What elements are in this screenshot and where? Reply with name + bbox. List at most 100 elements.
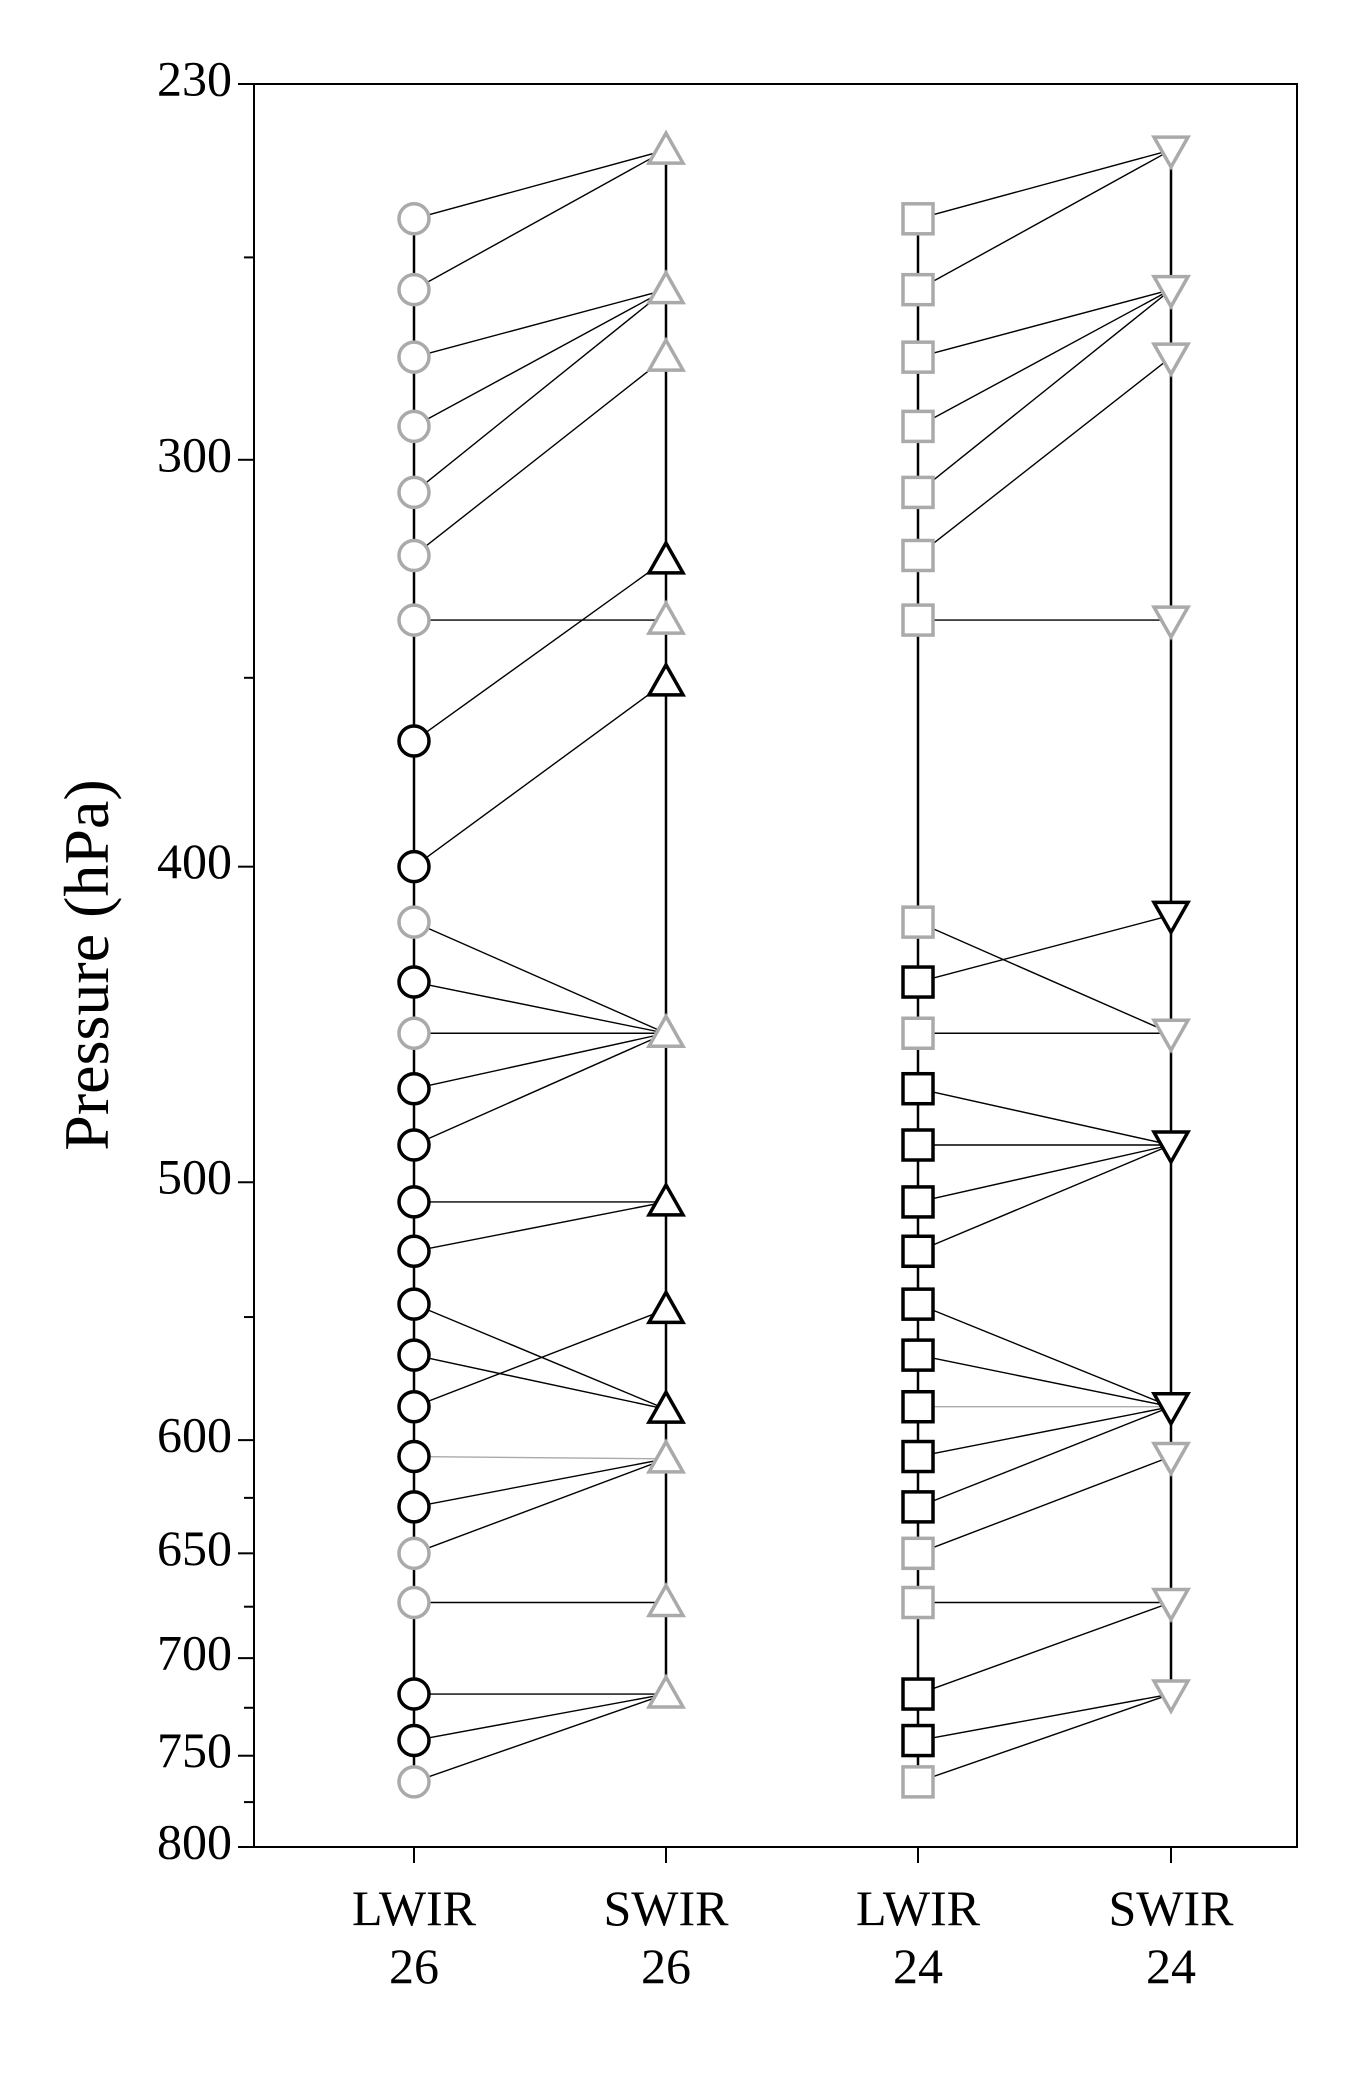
marker-triangle-up	[645, 1581, 687, 1618]
link-line	[917, 1693, 1172, 1783]
marker-triangle-down	[1150, 605, 1192, 641]
link-line	[413, 1458, 667, 1508]
link-line	[413, 681, 667, 868]
y-tick-label: 230	[157, 50, 232, 106]
marker-circle	[397, 1439, 431, 1474]
link-line	[413, 1455, 667, 1460]
x-tick-sublabel: 26	[641, 1938, 691, 1994]
marker-square	[901, 1389, 935, 1424]
marker-triangle-up	[645, 1012, 687, 1048]
x-tick-sublabel: 24	[893, 1938, 943, 1994]
link-line	[413, 1693, 667, 1783]
marker-circle	[397, 1234, 431, 1269]
marker-triangle-down	[1150, 274, 1192, 311]
link-line	[413, 1303, 667, 1410]
x-tick-sublabel: 24	[1146, 1938, 1196, 1994]
marker-circle	[397, 1490, 431, 1524]
marker-circle	[397, 1128, 431, 1162]
link-line	[413, 356, 667, 557]
marker-circle	[397, 1677, 431, 1711]
marker-triangle-up	[645, 1388, 687, 1424]
link-line	[917, 289, 1172, 428]
x-tick-sublabel: 26	[389, 1938, 439, 1994]
marker-square	[901, 1071, 935, 1106]
marker-square	[901, 409, 935, 444]
x-tick-label: LWIR	[352, 1880, 477, 1936]
marker-square	[901, 475, 935, 510]
marker-square	[901, 1128, 935, 1162]
link-line	[413, 981, 667, 1034]
marker-triangle-up	[645, 1673, 687, 1709]
marker-circle	[397, 1287, 431, 1321]
link-line	[413, 289, 667, 428]
marker-triangle-up	[645, 1181, 687, 1217]
link-line	[917, 1406, 1172, 1508]
marker-square	[901, 1723, 935, 1758]
link-line	[917, 356, 1172, 557]
y-tick-label: 300	[157, 426, 232, 482]
marker-circle	[397, 1016, 431, 1050]
marker-triangle-down	[1150, 1587, 1192, 1624]
link-line	[917, 1088, 1172, 1146]
y-tick-label: 650	[157, 1520, 232, 1576]
marker-triangle-up	[645, 661, 687, 697]
marker-square	[901, 538, 935, 573]
marker-square	[901, 1490, 935, 1524]
x-tick-label: SWIR	[604, 1880, 730, 1936]
link-line	[413, 1354, 667, 1410]
marker-square	[901, 1016, 935, 1050]
marker-triangle-up	[645, 1288, 687, 1325]
marker-square	[901, 272, 935, 307]
marker-circle	[397, 538, 431, 573]
marker-circle	[397, 1765, 431, 1799]
marker-circle	[397, 724, 431, 758]
marker-square	[901, 1585, 935, 1620]
y-axis-label: Pressure (hPa)	[51, 779, 122, 1150]
marker-triangle-up	[645, 336, 687, 372]
x-tick-label: SWIR	[1109, 1880, 1235, 1936]
marker-circle	[397, 409, 431, 444]
marker-square	[901, 905, 935, 939]
marker-circle	[397, 905, 431, 939]
marker-square	[901, 1287, 935, 1321]
marker-square	[901, 1338, 935, 1372]
marker-circle	[397, 1585, 431, 1620]
marker-square	[901, 603, 935, 637]
marker-circle	[397, 965, 431, 999]
marker-triangle-up	[645, 599, 687, 635]
link-line	[413, 1308, 667, 1408]
y-tick-label: 700	[157, 1625, 232, 1681]
link-line	[917, 1303, 1172, 1408]
marker-circle	[397, 849, 431, 884]
link-line	[917, 1144, 1172, 1203]
marker-square	[901, 1536, 935, 1571]
marker-triangle-up	[645, 1438, 687, 1474]
marker-triangle-down	[1150, 1018, 1192, 1054]
marker-triangle-down	[1150, 1391, 1192, 1428]
link-line	[917, 1144, 1172, 1252]
link-line	[917, 149, 1172, 220]
link-line	[917, 1354, 1172, 1408]
link-line	[917, 149, 1172, 291]
y-tick-label: 750	[157, 1722, 232, 1778]
link-line	[413, 559, 667, 742]
link-line	[917, 914, 1172, 983]
marker-triangle-down	[1150, 900, 1192, 936]
marker-circle	[397, 340, 431, 374]
link-line	[413, 149, 667, 220]
marker-circle	[397, 1185, 431, 1219]
marker-circle	[397, 202, 431, 236]
marker-circle	[397, 1071, 431, 1106]
marker-triangle-down	[1150, 1130, 1192, 1166]
marker-square	[901, 1439, 935, 1474]
marker-square	[901, 1234, 935, 1269]
link-line	[413, 1458, 667, 1554]
link-line	[917, 1693, 1172, 1742]
marker-circle	[397, 1389, 431, 1424]
link-line	[413, 921, 667, 1034]
marker-triangle-down	[1150, 342, 1192, 378]
marker-triangle-down	[1150, 1441, 1192, 1478]
link-line	[917, 921, 1172, 1034]
marker-triangle-down	[1150, 135, 1192, 171]
marker-circle	[397, 272, 431, 307]
